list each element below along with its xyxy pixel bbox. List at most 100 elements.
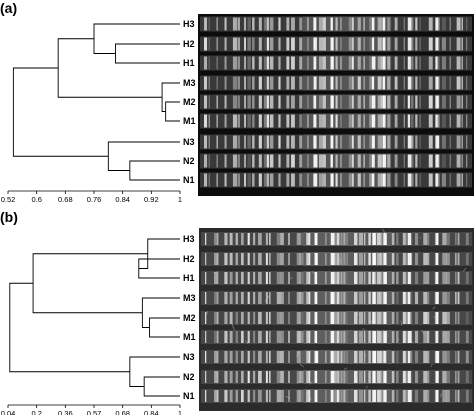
- gel-lane-h2: [200, 36, 472, 52]
- dendrogram-branch: [9, 282, 130, 373]
- dendrogram-branch: [143, 376, 180, 397]
- gel-lane-m1: [200, 113, 472, 129]
- gel-scratch: [296, 351, 300, 355]
- sample-label-h3: H3: [183, 234, 195, 244]
- gel-lane-m3: [200, 75, 472, 91]
- axis-tick-label: 0.68: [58, 195, 73, 204]
- gel-scratch: [232, 327, 236, 331]
- gel-scratch: [403, 381, 409, 383]
- axis-tick-label: 0.04: [1, 409, 16, 415]
- axis-tick-label: 1: [178, 409, 182, 415]
- dendrogram-branch: [93, 23, 180, 54]
- gel-scratch: [400, 320, 403, 326]
- gel-lane-n1: [200, 172, 472, 188]
- sample-label-h3: H3: [183, 19, 195, 29]
- gel-scratch: [296, 380, 301, 384]
- gel-scratch: [430, 364, 433, 368]
- similarity-axis-a: 0.52 0.6 0.68 0.76 0.84 0.92 1: [1, 190, 182, 204]
- sample-label-n2: N2: [183, 156, 195, 166]
- sample-label-n3: N3: [183, 352, 195, 362]
- dendrogram-b: [9, 238, 180, 397]
- gel-scratch: [363, 353, 367, 357]
- sample-label-m1: M1: [183, 332, 196, 342]
- gel-scratch: [311, 271, 315, 274]
- dendrogram-branch: [57, 38, 163, 98]
- axis-tick-label: 0.52: [1, 195, 16, 204]
- panel-a-label: (a): [0, 0, 17, 16]
- gel-scratch: [338, 256, 341, 264]
- gel-scratch: [440, 393, 442, 398]
- sample-label-n1: N1: [183, 391, 195, 401]
- sample-labels-a: H3 H2 H1 M3 M2 M1 N3 N2 N1: [183, 19, 196, 185]
- sample-labels-b: H3 H2 H1 M3 M2 M1 N3 N2 N1: [183, 234, 196, 401]
- gel-scratch: [356, 310, 359, 316]
- gel-lane-n2: [200, 153, 472, 169]
- gel-lane-m1: [201, 330, 472, 344]
- gel-scratch: [264, 295, 270, 303]
- axis-tick-label: 0.76: [87, 195, 102, 204]
- sample-label-n2: N2: [183, 372, 195, 382]
- gel-image-b: [199, 228, 474, 411]
- gel-scratch: [296, 350, 300, 358]
- gel-scratch: [432, 306, 436, 310]
- gel-lane-m2: [201, 311, 472, 325]
- gel-scratch: [382, 330, 388, 335]
- dendrogram-branch: [129, 160, 180, 181]
- sample-label-m2: M2: [183, 313, 196, 323]
- gel-scratch: [419, 236, 421, 239]
- axis-tick-label: 0.68: [115, 409, 130, 415]
- gel-lane-h1: [201, 271, 472, 285]
- gel-lane-h1: [200, 55, 472, 71]
- gel-scratch: [299, 363, 304, 368]
- gel-scratch: [231, 323, 234, 328]
- gel-scratch: [213, 271, 219, 274]
- dendrogram-branch: [141, 297, 180, 328]
- axis-tick-label: 0.2: [31, 409, 41, 415]
- gel-scratch: [362, 328, 365, 330]
- gel-lane-n3: [201, 350, 472, 364]
- gel-lane-n1: [201, 389, 472, 403]
- dendrogram-branch: [12, 67, 109, 157]
- gel-scratch: [396, 338, 400, 341]
- gel-scratch: [309, 396, 312, 401]
- gel-lane-m3: [201, 291, 472, 305]
- gel-scratch: [309, 381, 313, 385]
- sample-label-h2: H2: [183, 254, 195, 264]
- sample-label-m2: M2: [183, 97, 196, 107]
- sample-label-h2: H2: [183, 39, 195, 49]
- gel-lane-h3: [201, 232, 472, 246]
- gel-scratch: [335, 277, 341, 284]
- gel-lane-h2: [201, 252, 472, 266]
- similarity-axis-b: 0.04 0.2 0.36 0.57 0.68 0.84 1: [1, 404, 182, 415]
- axis-tick-label: 0.84: [115, 195, 130, 204]
- gel-lane-n2: [201, 370, 472, 384]
- gel-scratch: [370, 400, 373, 403]
- gel-lane-n3: [200, 134, 472, 150]
- dendrogram-a: [12, 23, 180, 181]
- gel-scratch: [244, 340, 249, 345]
- dendrogram-branch: [32, 253, 148, 314]
- gel-scratch: [370, 320, 373, 323]
- dendrogram-branch: [165, 101, 180, 122]
- gel-scratch: [285, 395, 291, 399]
- axis-tick-label: 1: [178, 195, 182, 204]
- dendrogram-branch: [161, 82, 180, 112]
- axis-tick-label: 0.84: [144, 409, 159, 415]
- gel-scratch: [421, 329, 425, 335]
- gel-scratch: [443, 334, 446, 337]
- axis-tick-label: 0.57: [87, 409, 102, 415]
- gel-scratch: [382, 228, 387, 236]
- gel-scratch: [205, 310, 209, 317]
- sample-label-n1: N1: [183, 175, 195, 185]
- gel-scratch: [462, 267, 467, 272]
- sample-label-h1: H1: [183, 273, 195, 283]
- gel-lane-h3: [200, 16, 472, 32]
- gel-image-a: [198, 14, 474, 196]
- axis-tick-label: 0.36: [58, 409, 73, 415]
- gel-scratch: [289, 277, 293, 279]
- sample-label-m3: M3: [183, 293, 196, 303]
